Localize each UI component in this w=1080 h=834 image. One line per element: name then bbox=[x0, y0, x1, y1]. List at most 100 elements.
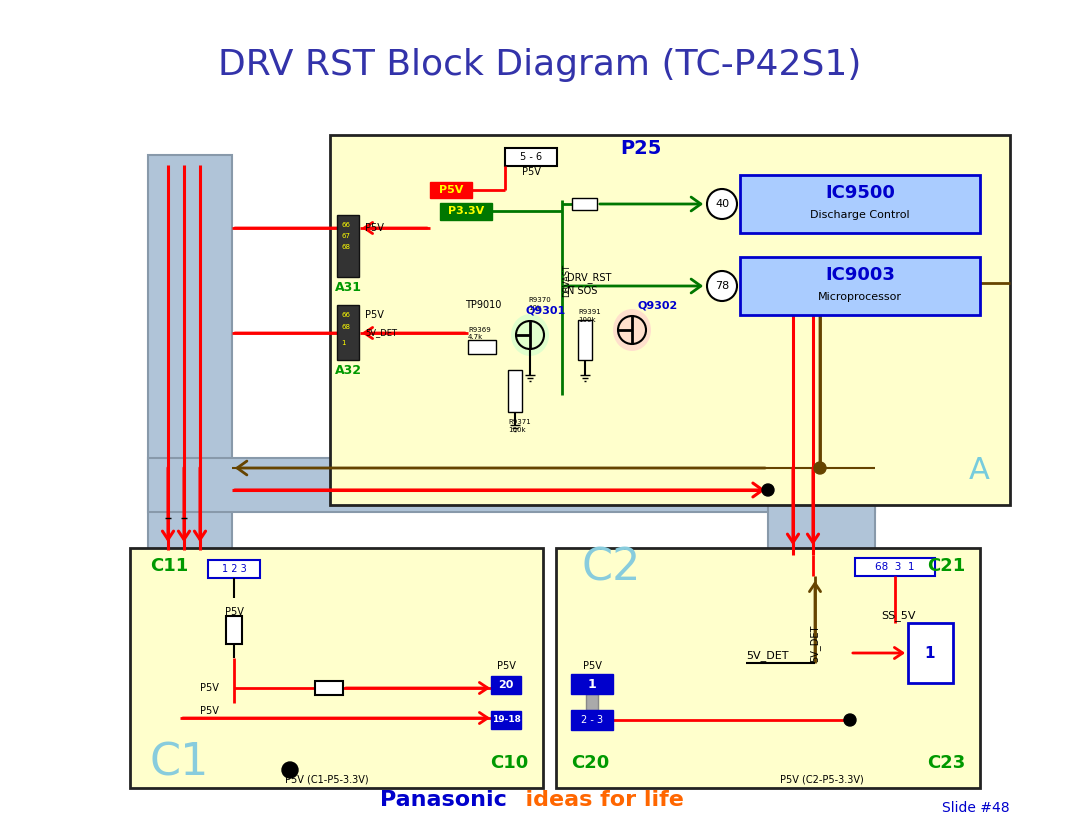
Text: DRVAST: DRVAST bbox=[563, 264, 571, 297]
Text: C20: C20 bbox=[571, 754, 609, 772]
Circle shape bbox=[707, 271, 737, 301]
Bar bbox=[148, 155, 232, 555]
Text: A31: A31 bbox=[335, 280, 362, 294]
Circle shape bbox=[843, 714, 856, 726]
Bar bbox=[208, 560, 260, 578]
Text: 66: 66 bbox=[341, 312, 350, 318]
Text: Q9302: Q9302 bbox=[637, 300, 677, 310]
Bar bbox=[508, 370, 522, 412]
Text: A32: A32 bbox=[335, 364, 362, 376]
Text: A: A bbox=[969, 456, 990, 485]
Text: 40: 40 bbox=[715, 199, 729, 209]
Ellipse shape bbox=[511, 314, 549, 356]
Text: 5 - 6: 5 - 6 bbox=[519, 152, 542, 162]
Bar bbox=[491, 711, 521, 729]
Text: R9370: R9370 bbox=[528, 297, 551, 303]
Text: R9371: R9371 bbox=[508, 419, 530, 425]
Text: 100k: 100k bbox=[578, 317, 596, 323]
Text: P25: P25 bbox=[620, 138, 661, 158]
Text: P5V: P5V bbox=[365, 223, 383, 233]
Text: Q9301: Q9301 bbox=[525, 305, 565, 315]
Text: C1: C1 bbox=[150, 741, 210, 785]
Text: C21: C21 bbox=[927, 557, 966, 575]
Text: TP9010: TP9010 bbox=[465, 300, 501, 310]
Bar bbox=[330, 135, 1010, 505]
Text: 4.7k: 4.7k bbox=[468, 334, 483, 340]
Text: 5V_DET: 5V_DET bbox=[810, 625, 821, 661]
Text: P5V: P5V bbox=[200, 683, 219, 693]
Bar bbox=[572, 198, 597, 210]
Bar bbox=[740, 257, 980, 315]
Bar bbox=[578, 320, 592, 360]
Circle shape bbox=[814, 462, 826, 474]
Text: ideas for life: ideas for life bbox=[510, 790, 684, 810]
Text: 66: 66 bbox=[341, 222, 350, 228]
Text: P5V: P5V bbox=[497, 661, 515, 671]
Text: 10k: 10k bbox=[528, 305, 541, 311]
Circle shape bbox=[707, 189, 737, 219]
Text: 68: 68 bbox=[341, 324, 350, 330]
Text: IC9003: IC9003 bbox=[825, 266, 895, 284]
Text: 19-18: 19-18 bbox=[491, 716, 521, 725]
Text: C2: C2 bbox=[581, 546, 640, 590]
Text: P5V: P5V bbox=[438, 185, 463, 195]
Text: N̅ SOS: N̅ SOS bbox=[567, 286, 597, 296]
Circle shape bbox=[282, 762, 298, 778]
Bar bbox=[440, 203, 492, 220]
Text: R9391: R9391 bbox=[578, 309, 600, 315]
Bar bbox=[855, 558, 935, 576]
Bar bbox=[505, 148, 557, 166]
Text: P5V: P5V bbox=[225, 607, 243, 617]
Bar bbox=[491, 676, 521, 694]
Text: 20: 20 bbox=[498, 680, 514, 690]
Text: 1 2 3: 1 2 3 bbox=[221, 564, 246, 574]
Text: 5V_DET: 5V_DET bbox=[746, 651, 788, 661]
Bar bbox=[740, 175, 980, 233]
Text: P5V: P5V bbox=[522, 167, 540, 177]
Text: DRV RST Block Diagram (TC-P42S1): DRV RST Block Diagram (TC-P42S1) bbox=[218, 48, 862, 82]
Text: 1: 1 bbox=[924, 646, 935, 661]
Text: C11: C11 bbox=[150, 557, 188, 575]
Text: DRV_RST: DRV_RST bbox=[567, 273, 611, 284]
Bar bbox=[337, 305, 359, 360]
Text: 68: 68 bbox=[341, 244, 350, 250]
Text: P3.3V: P3.3V bbox=[448, 206, 484, 216]
Bar bbox=[430, 182, 472, 198]
Text: 68  3  1: 68 3 1 bbox=[875, 562, 915, 572]
Circle shape bbox=[762, 484, 774, 496]
Text: P5V: P5V bbox=[365, 310, 383, 320]
Ellipse shape bbox=[613, 309, 651, 351]
Text: 2 - 3: 2 - 3 bbox=[581, 715, 603, 725]
Text: Slide #48: Slide #48 bbox=[943, 801, 1010, 815]
Text: SS_5V: SS_5V bbox=[881, 610, 915, 621]
Bar bbox=[556, 548, 980, 788]
Text: Microprocessor: Microprocessor bbox=[818, 292, 902, 302]
Text: P5V (C1-P5-3.3V): P5V (C1-P5-3.3V) bbox=[285, 775, 368, 785]
Text: R9369: R9369 bbox=[468, 327, 490, 333]
Text: Discharge Control: Discharge Control bbox=[810, 210, 909, 220]
Bar bbox=[315, 681, 343, 695]
Text: 1: 1 bbox=[588, 677, 596, 691]
Bar bbox=[468, 340, 496, 354]
Text: C23: C23 bbox=[927, 754, 966, 772]
Bar bbox=[908, 623, 953, 683]
Text: 1: 1 bbox=[341, 340, 346, 346]
Text: C10: C10 bbox=[489, 754, 528, 772]
Text: Panasonic: Panasonic bbox=[380, 790, 507, 810]
Bar bbox=[768, 280, 875, 555]
Bar bbox=[571, 674, 613, 694]
Bar bbox=[337, 215, 359, 277]
Bar bbox=[148, 458, 875, 512]
Text: 67: 67 bbox=[341, 233, 350, 239]
Bar bbox=[130, 548, 543, 788]
Text: 100k: 100k bbox=[508, 427, 526, 433]
Bar bbox=[226, 616, 242, 644]
Text: 78: 78 bbox=[715, 281, 729, 291]
Text: P5V (C2-P5-3.3V): P5V (C2-P5-3.3V) bbox=[780, 775, 864, 785]
Text: 5V_DET: 5V_DET bbox=[365, 329, 397, 338]
Text: P5V: P5V bbox=[200, 706, 219, 716]
Bar bbox=[586, 694, 598, 710]
Text: P5V: P5V bbox=[582, 661, 602, 671]
Bar bbox=[571, 710, 613, 730]
Text: IC9500: IC9500 bbox=[825, 184, 895, 202]
